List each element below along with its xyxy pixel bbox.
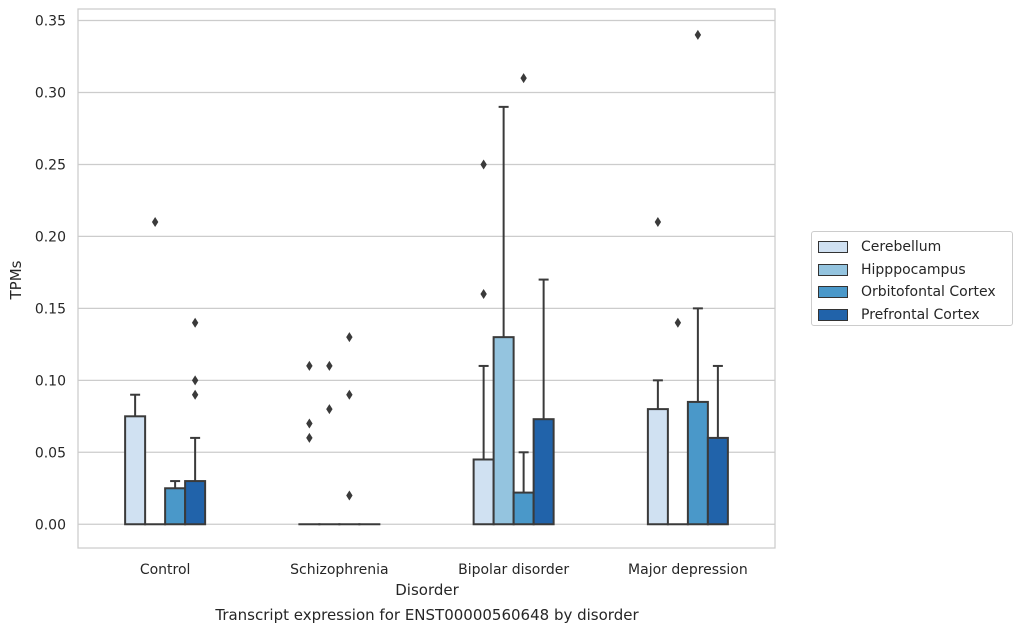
outliers-layer	[151, 29, 702, 501]
legend-swatch	[818, 263, 848, 276]
bar	[686, 400, 709, 526]
legend: Cerebellum Hipppocampus Orbitofontal Corte…	[811, 231, 1013, 326]
x-axis-label: Disorder	[395, 581, 459, 599]
y-tick-label: 0.20	[35, 229, 66, 245]
legend-swatch	[818, 241, 848, 254]
y-tick-labels: 0.00 0.05 0.10 0.15 0.20 0.25 0.30 0.35	[35, 14, 66, 534]
grid-lines	[78, 19, 775, 525]
outlier-point	[306, 432, 313, 443]
y-axis-label: TPMs	[7, 260, 25, 300]
outlier-point	[654, 217, 662, 228]
x-tick-label: Control	[140, 562, 191, 578]
legend-item: Cerebellum	[818, 236, 1012, 259]
bar	[472, 458, 495, 526]
outlier-point	[694, 29, 702, 40]
x-tick-labels: Control Schizophrenia Bipolar disorder Majo…	[140, 562, 748, 578]
legend-label: Orbitofontal Cortex	[861, 284, 996, 301]
legend-label: Cerebellum	[861, 239, 942, 256]
bar	[512, 491, 535, 526]
y-tick-label: 0.10	[35, 373, 66, 389]
x-tick-label: Bipolar disorder	[458, 562, 569, 578]
outlier-point	[346, 389, 353, 400]
outlier-point	[326, 404, 333, 415]
outlier-point	[326, 360, 333, 371]
outlier-point	[520, 73, 527, 84]
y-tick-label: 0.35	[35, 14, 66, 30]
whiskers-layer	[130, 105, 723, 493]
y-tick-label: 0.25	[35, 157, 66, 173]
bars-layer	[124, 336, 729, 526]
y-tick-label: 0.15	[35, 301, 66, 317]
y-tick-label: 0.00	[35, 517, 66, 533]
bar	[124, 415, 147, 526]
legend-item: Hipppocampus	[818, 259, 1012, 282]
legend-label: Hipppocampus	[861, 261, 966, 278]
outlier-point	[674, 317, 682, 328]
bar	[532, 418, 555, 526]
x-tick-label: Major depression	[628, 562, 748, 578]
y-tick-label: 0.30	[35, 85, 66, 101]
outlier-point	[306, 418, 313, 429]
legend-label: Prefrontal Cortex	[861, 306, 980, 323]
x-tick-label: Schizophrenia	[290, 562, 388, 578]
chart-caption: Transcript expression for ENST0000056064…	[215, 606, 639, 624]
outlier-point	[151, 217, 159, 228]
bar	[706, 436, 729, 526]
bar	[646, 408, 669, 526]
legend-swatch	[818, 286, 848, 299]
outlier-point	[191, 389, 199, 400]
bar	[164, 487, 187, 526]
y-tick-label: 0.05	[35, 445, 66, 461]
outlier-point	[480, 288, 487, 299]
legend-swatch	[818, 308, 848, 321]
outlier-point	[191, 375, 199, 386]
plot-frame	[77, 8, 776, 549]
outlier-point	[306, 360, 313, 371]
outlier-point	[191, 317, 199, 328]
outlier-point	[346, 490, 353, 501]
bar	[492, 336, 515, 526]
legend-item: Orbitofontal Cortex	[818, 281, 1012, 304]
bar	[184, 480, 207, 526]
outlier-point	[346, 332, 353, 343]
outlier-point	[480, 159, 487, 170]
legend-item: Prefrontal Cortex	[818, 304, 1012, 327]
